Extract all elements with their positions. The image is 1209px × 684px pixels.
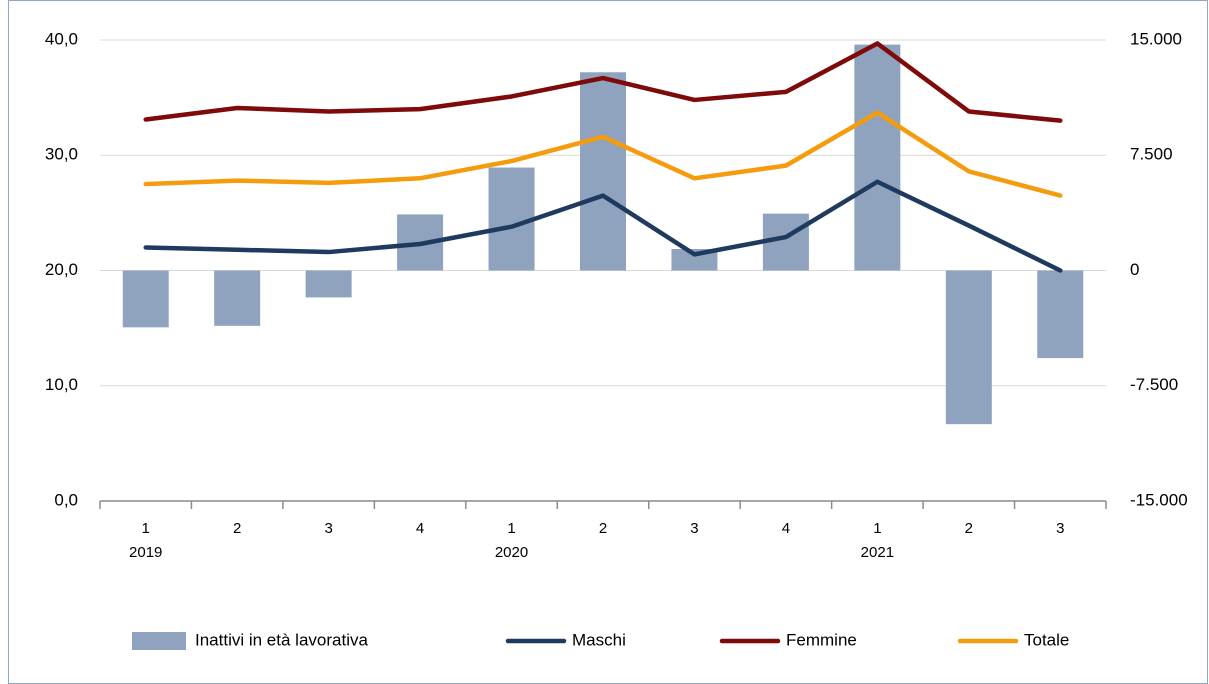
x-tick-label: 2 [599,520,607,537]
legend-label: Maschi [572,630,626,649]
x-tick-label: 4 [416,520,424,537]
y2-tick-label: 7.500 [1130,145,1173,164]
y2-tick-label: 15.000 [1130,29,1182,48]
x-tick-label: 3 [690,520,698,537]
y2-tick-label: -15.000 [1130,490,1188,509]
x-tick-label: 1 [873,520,881,537]
y-tick-label: 30,0 [45,145,78,164]
bar [488,167,535,271]
year-label: 2021 [861,544,894,561]
legend-label: Femmine [786,630,857,649]
y-tick-label: 40,0 [45,29,78,48]
bar [945,270,992,425]
bar [122,270,169,328]
y-tick-label: 0,0 [54,490,78,509]
x-tick-label: 1 [142,520,150,537]
x-tick-label: 1 [507,520,515,537]
line [143,110,1063,198]
y2-tick-label: -7.500 [1130,375,1178,394]
x-tick-label: 2 [965,520,973,537]
bar [854,44,901,271]
x-tick-label: 3 [324,520,332,537]
x-tick-label: 2 [233,520,241,537]
x-tick-label: 4 [782,520,790,537]
y2-tick-label: 0 [1130,260,1139,279]
legend-label: Totale [1024,630,1069,649]
year-label: 2019 [129,544,162,561]
bar [1037,270,1084,359]
year-label: 2020 [495,544,528,561]
bar [580,72,626,271]
line [143,41,1063,123]
bar [214,270,261,326]
y-tick-label: 10,0 [45,375,78,394]
legend-label: Inattivi in età lavorativa [195,630,368,649]
bar [305,270,352,298]
y-tick-label: 20,0 [45,260,78,279]
x-tick-label: 3 [1056,520,1064,537]
line [143,179,1063,273]
legend-swatch [132,632,186,650]
